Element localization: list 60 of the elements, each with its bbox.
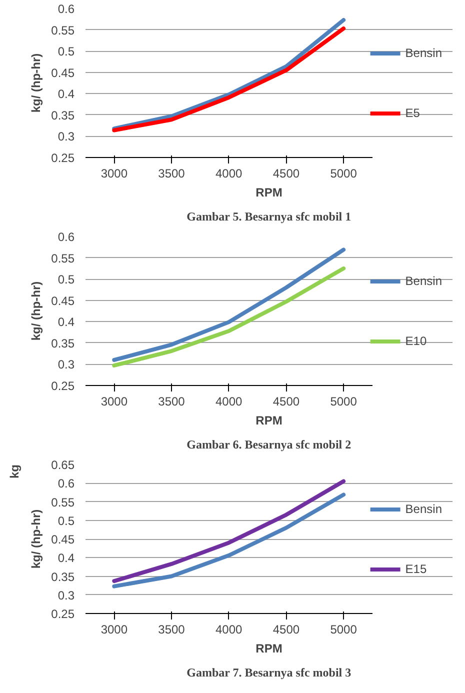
x-tick-label: 3500 xyxy=(158,166,186,180)
y-tick-label: 0.4 xyxy=(58,87,75,102)
y-axis-title: kg/ (hp-hr) xyxy=(29,53,44,113)
y-tick-label: 0.35 xyxy=(51,108,75,122)
x-tick-label: 5000 xyxy=(330,166,358,180)
y-axis-title: kg/ (hp-hr) xyxy=(29,509,44,569)
y-tick-label: 0.4 xyxy=(58,551,75,566)
y-tick-label: 0.35 xyxy=(51,336,75,350)
x-tick-label: 4500 xyxy=(272,394,300,408)
legend-label: E5 xyxy=(405,106,421,120)
line-series xyxy=(112,266,346,368)
x-tick-label: 3500 xyxy=(158,394,186,408)
y-tick-label: 0.45 xyxy=(51,294,75,308)
y-tick-label: 0.6 xyxy=(58,476,75,491)
y-tick-label: 0.5 xyxy=(58,44,75,59)
legend-label: E15 xyxy=(405,562,427,576)
line-series xyxy=(112,248,346,362)
y-tick-label: 0.3 xyxy=(58,588,75,602)
y-tick-label: 0.6 xyxy=(58,230,75,244)
x-axis-title: RPM xyxy=(256,186,282,200)
x-tick-label: 5000 xyxy=(330,622,358,636)
y-tick-label: 0.4 xyxy=(58,315,75,330)
legend-label: Bensin xyxy=(405,274,442,288)
legend-label: Bensin xyxy=(405,46,442,60)
x-tick-label: 4500 xyxy=(272,622,300,636)
y-tick-label: 0.25 xyxy=(51,151,75,165)
text: Gambar 7. Besarnya sfc mobil 3 xyxy=(186,666,352,680)
x-tick-label: 5000 xyxy=(330,394,358,408)
x-axis-title: RPM xyxy=(256,414,282,428)
text: Gambar 5. Besarnya sfc mobil 1 xyxy=(186,210,352,224)
y-tick-label: 0.3 xyxy=(58,358,75,372)
y-tick-label: 0.45 xyxy=(51,66,75,80)
x-tick-label: 4500 xyxy=(272,166,300,180)
y-tick-label: 0.55 xyxy=(51,495,75,510)
y-tick-label: 0.5 xyxy=(58,272,75,287)
x-tick-label: 3000 xyxy=(100,394,128,408)
legend-label: Bensin xyxy=(405,502,442,516)
y-tick-label: 0.6 xyxy=(58,2,75,16)
x-tick-label: 4000 xyxy=(216,394,243,408)
y-tick-label: 0.25 xyxy=(51,379,75,393)
y-tick-label: 0.3 xyxy=(58,130,75,144)
x-axis-title: RPM xyxy=(256,642,282,656)
x-tick-label: 4000 xyxy=(216,622,243,636)
y-tick-label: 0.65 xyxy=(51,458,75,472)
line-series xyxy=(112,479,346,584)
y-tick-label: 0.25 xyxy=(51,607,75,621)
y-tick-label: 0.5 xyxy=(58,514,75,528)
text: kg xyxy=(8,464,22,479)
legend-label: E10 xyxy=(405,334,427,348)
y-tick-label: 0.45 xyxy=(51,532,75,546)
x-tick-label: 3000 xyxy=(100,166,128,180)
x-tick-label: 3000 xyxy=(100,622,128,636)
x-tick-label: 4000 xyxy=(216,166,243,180)
y-axis-title: kg/ (hp-hr) xyxy=(29,281,44,341)
y-tick-label: 0.55 xyxy=(51,251,75,266)
text: Gambar 6. Besarnya sfc mobil 2 xyxy=(186,438,352,452)
y-tick-label: 0.35 xyxy=(51,570,75,584)
y-tick-label: 0.55 xyxy=(51,23,75,38)
x-tick-label: 3500 xyxy=(158,622,186,636)
line-series xyxy=(112,492,346,588)
